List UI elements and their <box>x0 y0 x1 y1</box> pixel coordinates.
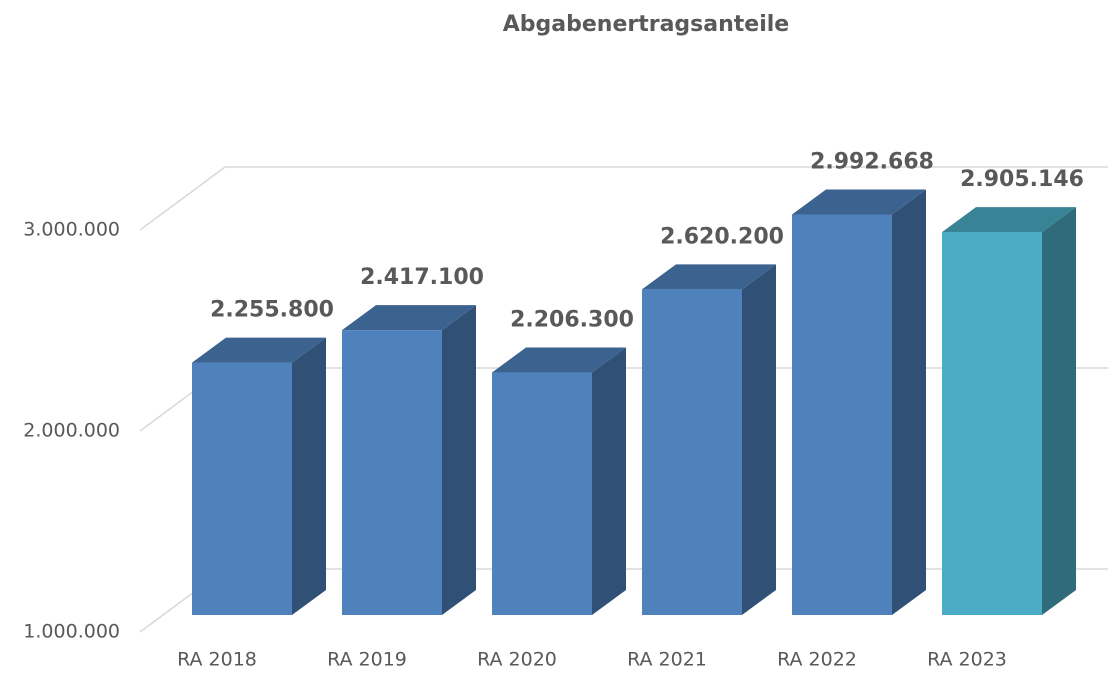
x-tick-label: RA 2021 <box>627 649 707 671</box>
x-tick-label: RA 2022 <box>777 649 857 671</box>
bar <box>342 305 476 615</box>
bar-side <box>742 264 776 615</box>
bar-front <box>192 362 292 615</box>
bar-side <box>1042 207 1076 615</box>
x-tick-label: RA 2023 <box>927 649 1007 671</box>
bar <box>642 264 776 615</box>
data-label: 2.417.100 <box>360 265 484 290</box>
y-tick-label: 1.000.000 <box>23 621 120 643</box>
x-tick-label: RA 2020 <box>477 649 557 671</box>
bar-top <box>342 305 476 331</box>
bar <box>492 347 626 615</box>
chart-title: Abgabenertragsanteile <box>503 12 789 37</box>
x-tick-label: RA 2018 <box>177 649 257 671</box>
bar-front <box>792 214 892 615</box>
x-tick-label: RA 2019 <box>327 649 407 671</box>
bar-top <box>192 337 326 363</box>
bar-front <box>492 372 592 615</box>
data-label: 2.255.800 <box>210 298 334 323</box>
y-tick-label: 3.000.000 <box>23 219 120 241</box>
grid-line <box>139 166 226 231</box>
bar-front <box>342 330 442 615</box>
bar-side <box>892 189 926 615</box>
data-label: 2.905.146 <box>960 167 1084 192</box>
y-tick-label: 2.000.000 <box>23 420 120 442</box>
bar-side <box>292 337 326 615</box>
data-label: 2.620.200 <box>660 224 784 249</box>
bar-top <box>642 264 776 290</box>
bar-top <box>492 347 626 373</box>
bar-top <box>792 189 926 215</box>
data-label: 2.992.668 <box>810 149 934 174</box>
data-label: 2.206.300 <box>510 308 634 333</box>
bar <box>942 207 1076 615</box>
bar-top <box>942 207 1076 233</box>
bar-side <box>592 347 626 615</box>
bar-front <box>642 289 742 615</box>
bar-front <box>942 232 1042 615</box>
bar-side <box>442 305 476 615</box>
bar <box>192 337 326 615</box>
bar <box>792 189 926 615</box>
